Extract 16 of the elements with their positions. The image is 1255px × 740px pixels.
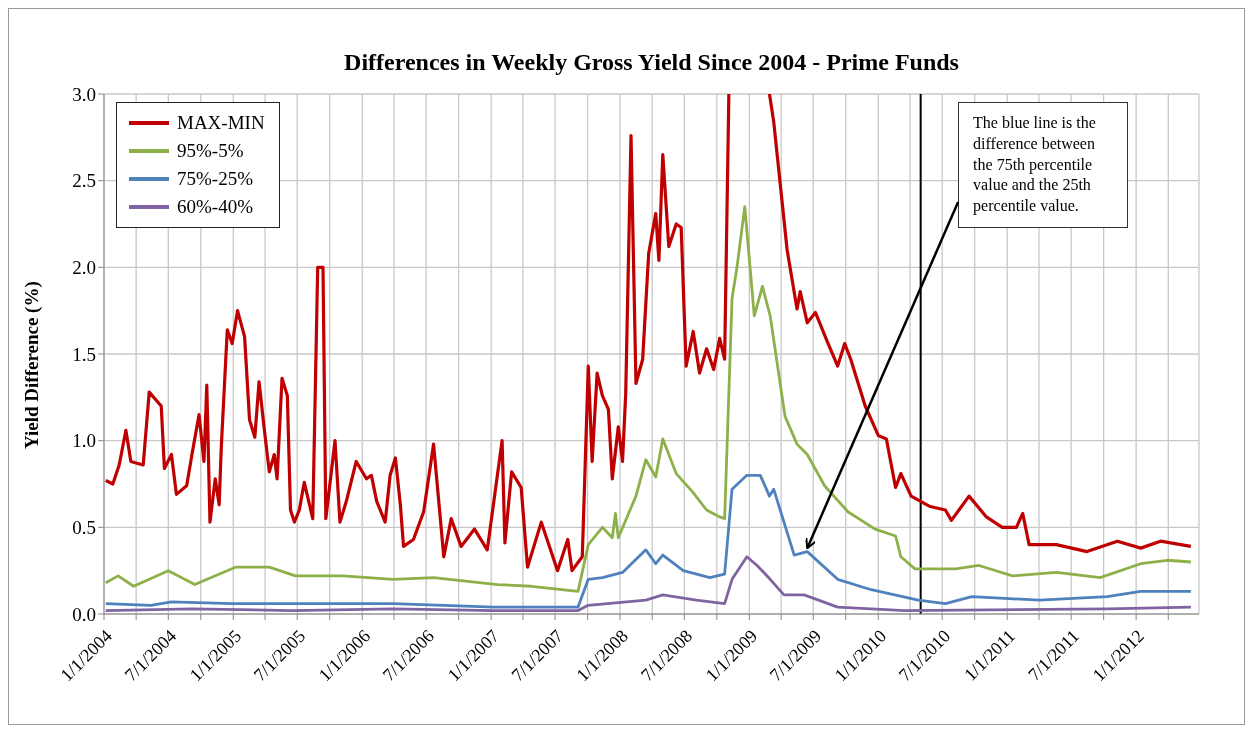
legend-label: 75%-25%	[177, 168, 253, 190]
annotation: The blue line is the difference between the 75th percentile value and the 25th percentile value.	[958, 102, 1129, 228]
y-tick-label: 0.0	[72, 603, 96, 625]
legend-label: 60%-40%	[177, 196, 253, 218]
line-series	[104, 555, 1193, 612]
y-tick-label: 0.5	[72, 517, 96, 539]
legend-label: MAX-MIN	[177, 112, 265, 134]
chart-title: Differences in Weekly Gross Yield Since 2004 - Prime Funds	[343, 49, 960, 76]
y-tick-label: 2.0	[72, 257, 96, 279]
line-series	[104, 473, 1193, 609]
y-tick-label: 1.0	[72, 430, 96, 452]
y-tick-label: 1.5	[72, 343, 96, 365]
y-tick-label: 3.0	[72, 83, 96, 105]
y-axis-title: Yield Difference (%)	[20, 281, 43, 449]
y-tick-label: 2.5	[72, 170, 96, 192]
legend-label: 95%-5%	[177, 140, 244, 162]
